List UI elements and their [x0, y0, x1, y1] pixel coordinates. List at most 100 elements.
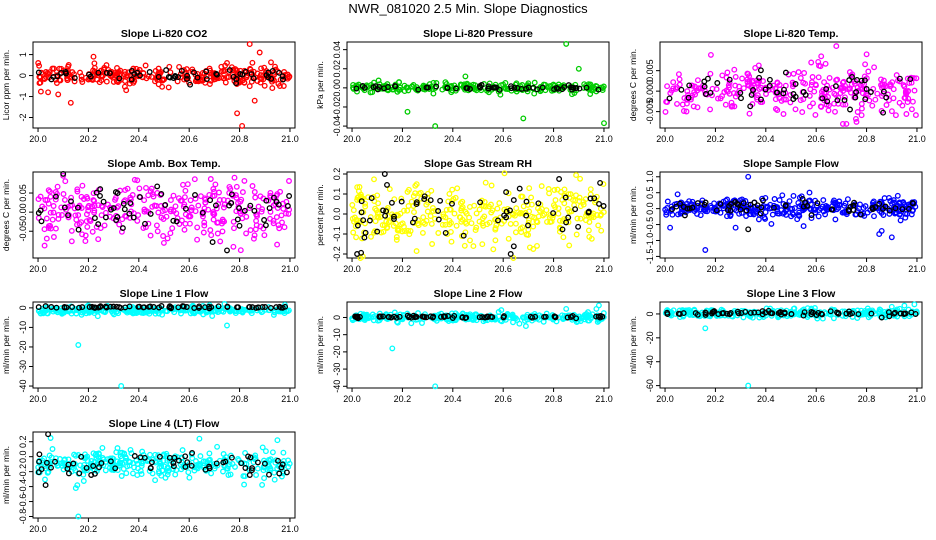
data-point [833, 43, 840, 50]
data-point [755, 216, 762, 223]
data-point [534, 86, 541, 93]
data-point [182, 453, 189, 460]
data-point [43, 235, 50, 242]
data-point [789, 309, 796, 316]
data-point [820, 197, 827, 204]
data-point [738, 95, 744, 102]
data-point [170, 466, 176, 472]
data-point [525, 222, 531, 229]
data-point [261, 475, 268, 482]
data-point [96, 464, 102, 471]
y-tick-label: 0 [332, 315, 342, 320]
data-point [871, 213, 877, 220]
x-tick-label: 20.2 [80, 394, 98, 404]
data-point [85, 202, 92, 209]
data-point [510, 211, 517, 218]
data-point [801, 309, 808, 316]
data-point [376, 83, 383, 90]
y-tick-label: -20 [645, 331, 655, 344]
data-point [76, 470, 83, 477]
data-point [498, 307, 505, 314]
data-point [213, 460, 220, 467]
data-point [430, 313, 437, 320]
data-point [582, 312, 589, 319]
data-point [427, 313, 434, 320]
data-point [806, 197, 813, 204]
data-point [760, 78, 766, 85]
data-point [98, 212, 105, 219]
panel-title: Slope Sample Flow [743, 158, 840, 170]
data-point [427, 213, 434, 219]
data-point [99, 454, 106, 461]
data-point [854, 109, 861, 115]
data-point [743, 207, 750, 214]
data-point [91, 72, 98, 79]
data-point [176, 63, 183, 70]
x-tick-label: 20.6 [807, 264, 825, 274]
data-point [184, 72, 191, 79]
data-point [391, 216, 397, 222]
data-point [583, 84, 590, 91]
data-point [36, 451, 43, 458]
data-point [353, 85, 360, 92]
data-point [122, 304, 129, 311]
data-point [241, 481, 248, 488]
data-point [788, 311, 795, 317]
data-point [745, 173, 752, 180]
data-point [238, 460, 245, 467]
data-point [127, 309, 134, 316]
data-point [236, 222, 243, 229]
x-tick-label: 20.2 [80, 524, 98, 534]
data-point [553, 84, 560, 91]
data-point [864, 305, 871, 312]
data-point [39, 307, 46, 314]
data-point [103, 78, 110, 85]
data-point [518, 229, 525, 236]
data-point [36, 62, 43, 69]
data-point [872, 96, 879, 103]
data-point [206, 65, 213, 72]
data-point [61, 204, 68, 211]
data-point [159, 467, 166, 474]
data-point [254, 465, 261, 472]
data-point [525, 219, 532, 226]
y-tick-label: 0 [645, 311, 655, 316]
data-point [246, 41, 253, 48]
data-point [680, 108, 687, 114]
data-point [550, 210, 557, 217]
data-point [845, 207, 852, 213]
data-point [486, 219, 493, 226]
data-point [739, 75, 746, 82]
data-point [199, 209, 206, 216]
data-point [806, 103, 813, 110]
panel-title: Slope Li-820 Temp. [744, 28, 839, 40]
data-point [201, 222, 208, 229]
data-point [220, 459, 227, 466]
data-point [44, 469, 51, 476]
data-point [669, 211, 676, 218]
y-tick-label: 0.0 [18, 450, 28, 463]
data-point [815, 213, 822, 220]
x-tick-label: 20.6 [494, 394, 512, 404]
data-point [862, 203, 869, 210]
data-point [485, 85, 492, 92]
data-point [97, 303, 104, 310]
data-point [279, 461, 286, 468]
data-point [413, 181, 420, 188]
data-point [435, 216, 442, 223]
data-point [380, 207, 387, 214]
data-point [787, 91, 794, 98]
data-point [160, 233, 167, 239]
data-point [265, 69, 272, 76]
data-point [562, 194, 569, 201]
data-point [516, 320, 523, 327]
x-tick-label: 20.4 [444, 394, 462, 404]
data-point [444, 84, 451, 91]
data-point [896, 99, 903, 106]
data-point [737, 89, 744, 96]
data-point [740, 200, 747, 207]
data-point [374, 210, 381, 217]
data-point [247, 454, 254, 461]
data-point [597, 179, 604, 186]
data-point [782, 202, 789, 209]
